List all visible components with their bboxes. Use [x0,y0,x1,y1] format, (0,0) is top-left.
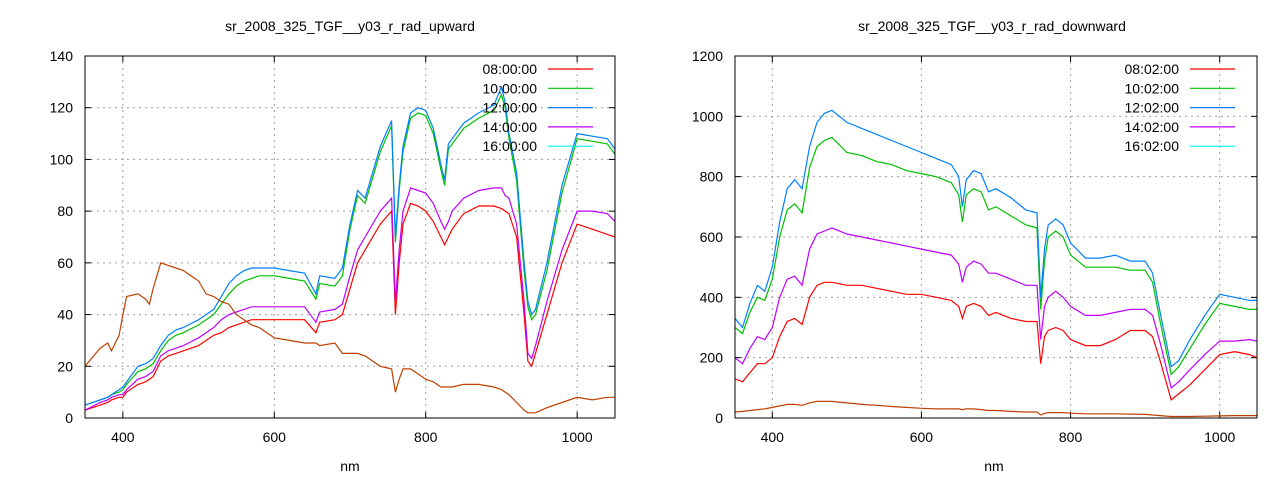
series-line-08-00-00 [84,202,616,411]
plot-frame [84,55,616,419]
chart-title: sr_2008_325_TGF__y03_r_rad_downward [858,18,1126,34]
y-tick-label: 140 [50,48,74,64]
chart-downward: sr_2008_325_TGF__y03_r_rad_downward nm 4… [692,18,1258,474]
x-axis-label: nm [340,458,359,474]
x-tick-label: 600 [263,429,287,445]
legend-label: 10:02:00 [1125,80,1180,96]
legend-label: 14:00:00 [483,119,538,135]
y-tick-label: 0 [715,410,723,426]
series-line-12-00-00 [84,85,616,406]
series-line-14-02-00 [734,227,1258,389]
chart-title: sr_2008_325_TGF__y03_r_rad_upward [225,18,475,34]
y-tick-label: 120 [50,100,74,116]
y-tick-label: 0 [65,410,73,426]
y-tick-label: 60 [57,255,73,271]
series-line-08-02-00 [734,281,1258,401]
series-line-16-02-00 [734,400,1257,418]
series-line-10-02-00 [734,136,1257,376]
x-tick-label: 400 [111,429,135,445]
y-tick-label: 1200 [692,48,723,64]
y-tick-label: 800 [700,169,724,185]
y-tick-label: 80 [57,203,73,219]
y-tick-label: 100 [50,151,74,167]
series-line-10-00-00 [84,93,616,406]
x-tick-label: 1000 [1204,429,1235,445]
y-tick-label: 200 [700,350,724,366]
x-tick-label: 1000 [562,429,593,445]
series-line-16-00-00 [84,262,615,414]
series-line-12-02-00 [734,109,1257,368]
series-line-14-00-00 [84,187,616,411]
legend-label: 14:02:00 [1125,119,1180,135]
y-tick-label: 1000 [692,108,723,124]
chart-upward: sr_2008_325_TGF__y03_r_rad_upward nm 400… [50,18,616,474]
legend-label: 08:02:00 [1125,61,1180,77]
x-tick-label: 400 [761,429,785,445]
y-tick-label: 40 [57,307,73,323]
legend-label: 16:00:00 [483,138,538,154]
x-tick-label: 800 [414,429,438,445]
legend-label: 16:02:00 [1125,138,1180,154]
legend-label: 12:00:00 [483,100,538,116]
legend-label: 10:00:00 [483,80,538,96]
plot-frame [734,55,1258,419]
legend-label: 08:00:00 [483,61,538,77]
legend-label: 12:02:00 [1125,100,1180,116]
x-axis-label: nm [984,458,1003,474]
y-tick-label: 400 [700,289,724,305]
y-tick-label: 20 [57,358,73,374]
y-tick-label: 600 [700,229,724,245]
x-tick-label: 600 [910,429,934,445]
x-tick-label: 800 [1059,429,1083,445]
